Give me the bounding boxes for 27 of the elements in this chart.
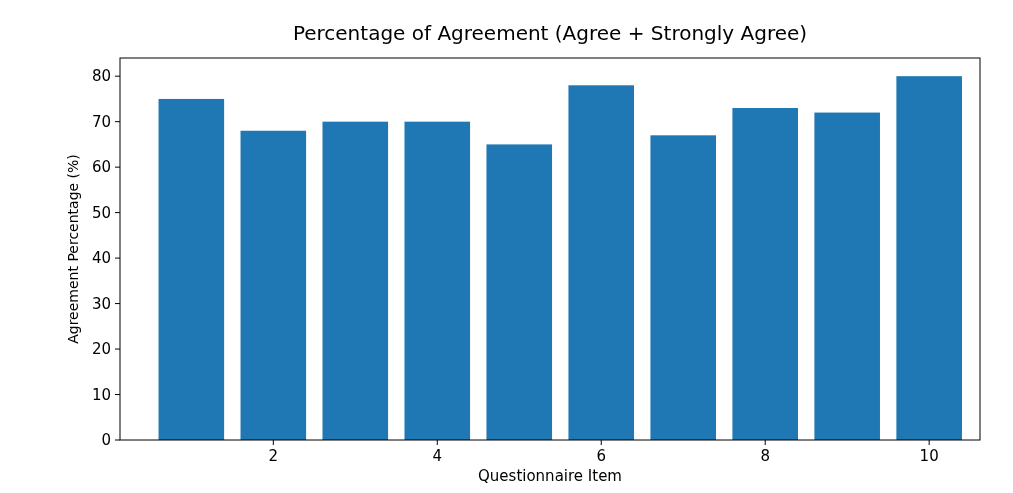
chart-title: Percentage of Agreement (Agree + Strongly Agree) [292,21,808,45]
bar [486,144,553,440]
x-tick-label: 4 [432,447,443,465]
bar [240,130,307,440]
y-tick-label: 0 [101,431,111,450]
x-tick-label: 8 [760,447,770,465]
bar [732,108,798,440]
bar [650,135,717,440]
y-tick-label: 20 [91,340,111,359]
y-tick-label: 50 [91,203,111,222]
bar [896,76,962,440]
x-axis-title: Questionnaire Item [478,467,622,485]
y-tick-label: 10 [91,385,111,404]
bar [158,98,225,440]
y-tick-label: 70 [91,112,111,131]
bar [814,112,880,440]
bar [404,121,471,440]
y-tick-label: 30 [91,294,111,313]
y-axis-title: Agreement Percentage (%) [65,154,81,344]
bar [322,121,389,440]
x-tick-label: 2 [268,447,279,465]
y-tick-label: 60 [91,158,111,177]
y-tick-label: 80 [91,67,111,86]
bar [568,85,635,440]
x-tick-label: 6 [596,447,607,465]
x-tick-label: 10 [919,447,939,465]
y-tick-label: 40 [91,249,111,268]
